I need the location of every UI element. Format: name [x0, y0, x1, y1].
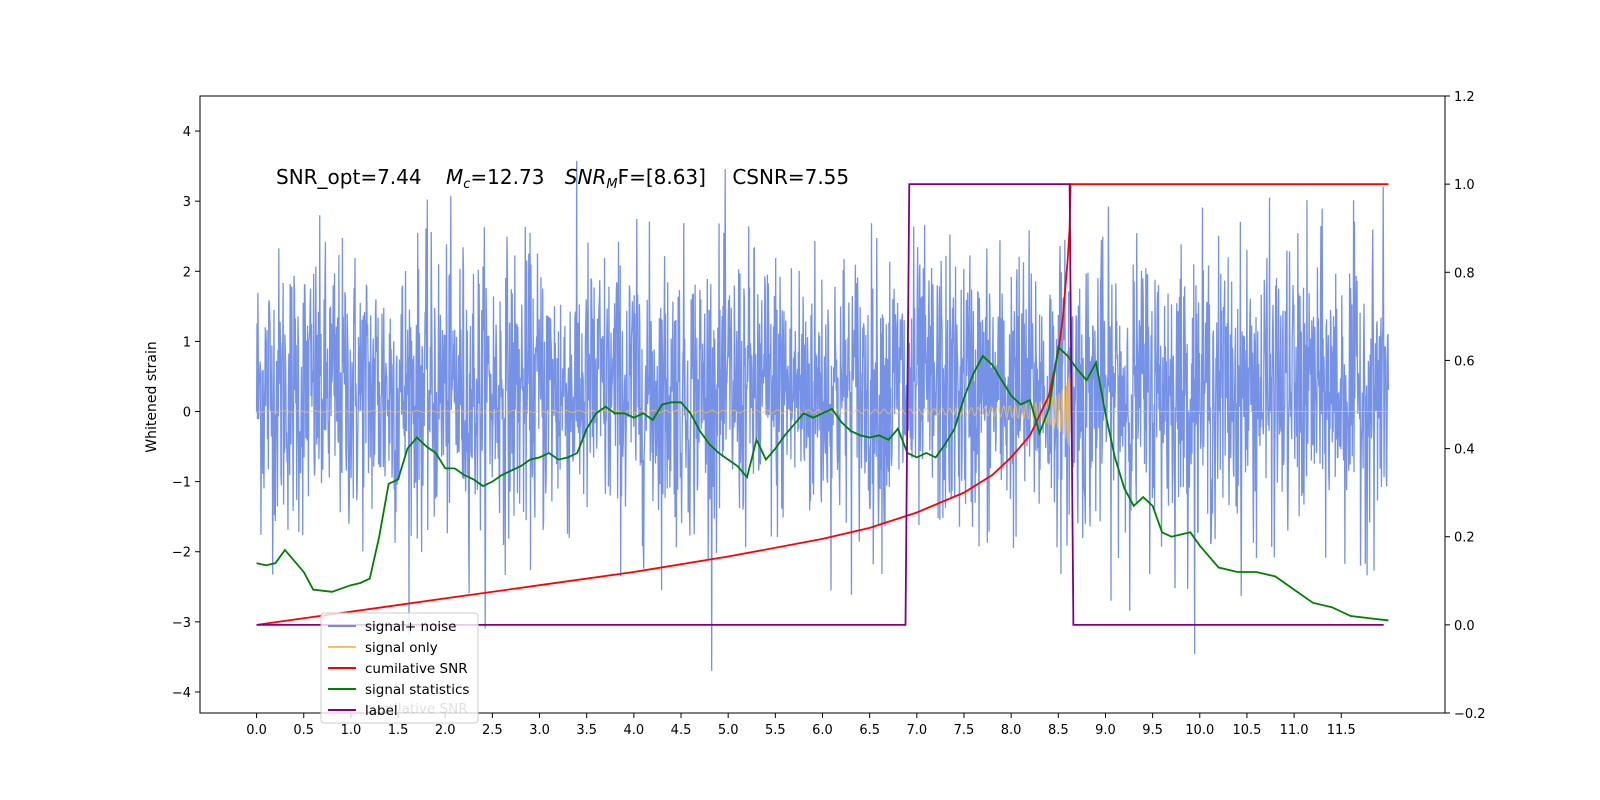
chart-annotation: SNR_opt=7.44 Mc=12.73 SNRMF=[8.63] CSNR=… [276, 165, 849, 192]
annotation-snrmf-symbol: SNR [565, 165, 607, 189]
y-axis-label-left: Whitened strain [144, 341, 160, 452]
series-signal-statistics [256, 345, 1389, 622]
y-tick-label-right: 0.4 [1454, 443, 1475, 458]
y-tick-label-left: −3 [172, 616, 191, 631]
x-tick-label: 11.0 [1280, 723, 1309, 738]
y-tick-label-left: −1 [172, 476, 191, 491]
x-tick-label: 2.0 [435, 723, 456, 738]
plot-area [255, 160, 1390, 671]
x-tick-label: 7.0 [906, 723, 927, 738]
x-tick-label: 6.0 [812, 723, 833, 738]
annotation-mc-value: =12.73 [470, 165, 544, 189]
x-tick-label: 10.5 [1232, 723, 1261, 738]
x-tick-label: 3.0 [529, 723, 550, 738]
legend-label: label [365, 703, 398, 719]
annotation-mc-sub: c [463, 177, 470, 192]
x-tick-label: 2.5 [482, 723, 503, 738]
x-tick-label: 3.5 [576, 723, 597, 738]
x-tick-label: 9.5 [1142, 723, 1163, 738]
annotation-snrmf-tail: F=[8.63] [618, 165, 706, 189]
series-label [256, 183, 1384, 626]
x-tick-label: 4.0 [624, 723, 645, 738]
legend-label: cumilative SNR [365, 661, 468, 677]
legend: cumilative SNR signal+ noise signal only c… [320, 612, 479, 724]
x-tick-label: 0.0 [246, 723, 267, 738]
series-signal-only [256, 372, 1389, 447]
legend-ghost-text: cumilative SNR [365, 701, 468, 717]
series-cumilative-snr [256, 183, 1389, 626]
y-tick-label-left: 1 [183, 335, 191, 350]
x-tick-label: 1.5 [388, 723, 409, 738]
y-tick-label-right: 0.6 [1454, 354, 1475, 369]
y-tick-label-left: 2 [183, 265, 191, 280]
y-tick-label-right: 1.2 [1454, 90, 1475, 105]
x-tick-label: 0.5 [293, 723, 314, 738]
x-tick-label: 6.5 [859, 723, 880, 738]
x-tick-label: 11.5 [1327, 723, 1356, 738]
legend-label: signal only [365, 640, 438, 656]
y-tick-label-right: −0.2 [1454, 707, 1486, 722]
annotation-csnr: CSNR=7.55 [732, 165, 849, 189]
y-tick-label-left: 0 [183, 406, 191, 421]
x-tick-label: 8.0 [1001, 723, 1022, 738]
annotation-snrmf-sub: M [606, 177, 617, 192]
y-tick-label-right: 0.8 [1454, 266, 1475, 281]
legend-label: signal+ noise [365, 619, 456, 635]
series-signal-noise [255, 160, 1390, 671]
x-tick-label: 5.0 [718, 723, 739, 738]
x-tick-label: 5.5 [765, 723, 786, 738]
x-tick-label: 7.5 [954, 723, 975, 738]
annotation-snr-opt: SNR_opt=7.44 [276, 165, 422, 189]
x-tick-label: 9.0 [1095, 723, 1116, 738]
x-tick-label: 4.5 [671, 723, 692, 738]
ticks: 0.0 0.5 1.0 1.5 2.0 2.5 3.0 3.5 4.0 4.5 5.0 5.5 6.0 6… [172, 90, 1486, 738]
legend-box [320, 612, 479, 724]
y-tick-label-left: 3 [183, 195, 191, 210]
annotation-mc-symbol: M [446, 165, 463, 189]
y-tick-label-left: −2 [172, 546, 191, 561]
x-tick-label: 8.5 [1048, 723, 1069, 738]
y-tick-label-right: 1.0 [1454, 178, 1475, 193]
y-tick-label-right: 0.0 [1454, 619, 1475, 634]
x-tick-label: 1.0 [341, 723, 362, 738]
x-tick-label: 10.0 [1185, 723, 1214, 738]
legend-label: signal statistics [365, 682, 469, 698]
y-tick-label-left: −4 [172, 686, 191, 701]
y-tick-label-right: 0.2 [1454, 531, 1475, 546]
y-tick-label-left: 4 [183, 125, 191, 140]
